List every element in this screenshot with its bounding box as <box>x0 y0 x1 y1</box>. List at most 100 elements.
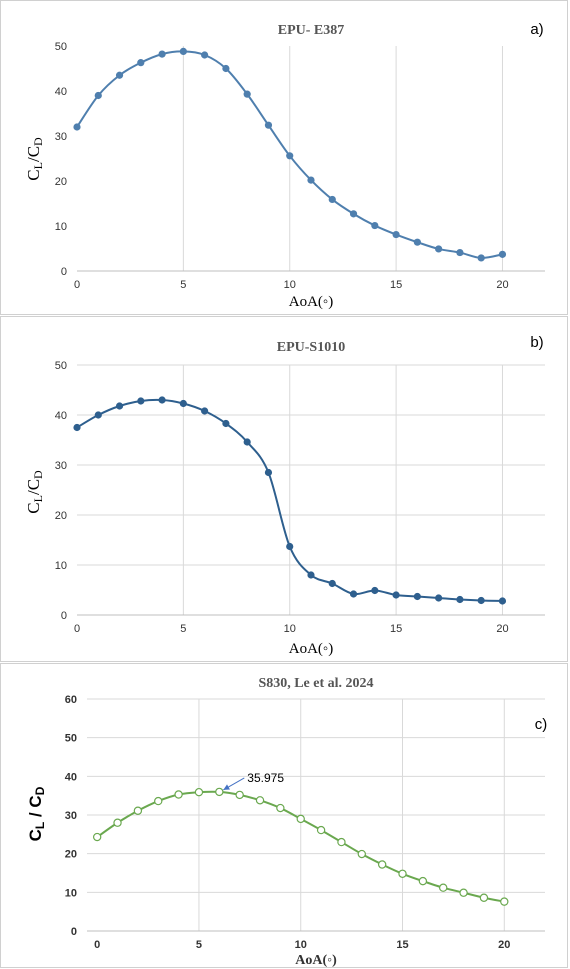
data-point <box>115 402 124 410</box>
data-point <box>174 790 183 799</box>
x-tick-label: 5 <box>180 279 186 291</box>
y-axis-label-subscript: L <box>31 162 45 169</box>
data-point <box>413 592 421 601</box>
panel-tag: a) <box>530 21 543 38</box>
x-axis-label: AoA(◦) <box>289 294 333 310</box>
data-point <box>307 571 315 579</box>
data-point <box>439 883 448 892</box>
data-point <box>201 407 209 415</box>
y-axis-label-part: / C <box>26 795 45 821</box>
chart-title: EPU- E387 <box>278 23 345 38</box>
data-point <box>255 796 265 805</box>
data-point <box>498 597 507 605</box>
data-point <box>392 591 400 599</box>
data-point <box>477 596 485 605</box>
data-point <box>137 397 145 405</box>
data-point <box>456 595 464 604</box>
y-tick-label: 50 <box>55 360 67 372</box>
x-axis-label: AoA(◦) <box>295 953 337 968</box>
data-point <box>154 796 163 806</box>
y-tick-label: 50 <box>55 41 67 53</box>
data-point <box>398 869 407 878</box>
y-tick-label: 10 <box>65 887 77 899</box>
y-tick-label: 50 <box>65 733 77 745</box>
x-tick-label: 20 <box>498 939 510 951</box>
data-point <box>479 893 489 902</box>
y-axis-label-part: /C <box>24 479 43 495</box>
chart-b-svg: 0 10 20 30 40 50 0 5 10 15 20 EPU-S1010 b) AoA(◦) CL/C… <box>24 334 545 657</box>
data-point <box>276 803 285 813</box>
y-axis-label-subscript: L <box>31 495 45 502</box>
data-point <box>337 837 346 847</box>
y-tick-label: 0 <box>61 266 67 278</box>
y-tick-label: 10 <box>55 221 67 233</box>
data-point <box>222 419 230 428</box>
data-point <box>73 123 81 131</box>
x-tick-label: 10 <box>295 939 307 951</box>
data-point <box>179 47 187 56</box>
data-point <box>264 468 273 477</box>
y-axis-label: CL/CD <box>24 137 45 181</box>
y-tick-label: 30 <box>55 460 67 472</box>
data-point <box>357 849 366 859</box>
y-axis-label: CL/CD <box>24 470 45 514</box>
data-point <box>73 423 81 432</box>
y-axis-label-subscript: L <box>33 822 47 829</box>
x-tick-label: 0 <box>74 623 80 635</box>
data-point <box>328 195 336 204</box>
chart-panel-b: 0 10 20 30 40 50 0 5 10 15 20 EPU-S1010 b) AoA(◦) CL/C… <box>0 316 568 662</box>
data-point <box>371 221 379 230</box>
chart-title: S830, Le et al. 2024 <box>258 676 373 691</box>
y-axis-label-part: C <box>24 502 43 513</box>
y-axis-label-part: C <box>24 169 43 180</box>
x-tick-label: 15 <box>396 939 408 951</box>
x-tick-label: 15 <box>390 623 402 635</box>
y-tick-label: 40 <box>55 86 67 98</box>
data-point <box>264 121 273 129</box>
y-tick-label: 30 <box>55 131 67 143</box>
chart-a-svg: 0 10 20 30 40 50 0 5 10 15 20 EPU- E387 a) AoA(◦) CL/C… <box>24 21 545 310</box>
y-tick-label: 60 <box>65 694 77 706</box>
data-point <box>94 411 102 419</box>
data-point <box>115 71 124 79</box>
x-tick-label: 15 <box>390 279 402 291</box>
data-point <box>243 438 251 446</box>
data-point <box>392 230 400 239</box>
x-tick-label: 5 <box>196 939 202 951</box>
data-point <box>286 542 294 551</box>
panel-tag: c) <box>535 716 548 733</box>
x-axis-label: AoA(◦) <box>289 641 333 657</box>
x-tick-label: 10 <box>284 623 296 635</box>
y-tick-label: 10 <box>55 560 67 572</box>
data-point <box>377 860 387 869</box>
data-point <box>349 210 358 218</box>
data-point <box>222 64 230 73</box>
y-tick-label: 30 <box>65 810 77 822</box>
x-tick-label: 5 <box>180 623 186 635</box>
y-tick-label: 0 <box>71 926 77 938</box>
chart-panel-c: 0 10 20 30 40 50 60 0 5 10 15 20 S830, Le et al. 202… <box>0 663 568 968</box>
x-tick-label: 0 <box>74 279 80 291</box>
x-tick-label: 0 <box>94 939 100 951</box>
chart-c-svg: 0 10 20 30 40 50 60 0 5 10 15 20 S830, Le et al. 202… <box>26 676 548 968</box>
data-point <box>371 586 379 595</box>
y-axis-label-part: C <box>26 829 45 841</box>
data-point <box>158 50 166 58</box>
data-point <box>243 90 251 98</box>
data-point <box>459 888 468 897</box>
y-tick-label: 0 <box>61 610 67 622</box>
x-tick-label: 20 <box>496 279 508 291</box>
data-point <box>113 818 122 827</box>
data-point <box>137 59 145 67</box>
data-point <box>500 897 509 906</box>
data-point <box>498 250 507 258</box>
chart-panel-a: 0 10 20 30 40 50 0 5 10 15 20 EPU- E387 a) AoA(◦) CL/C… <box>0 0 568 315</box>
y-tick-label: 40 <box>55 410 67 422</box>
data-point <box>296 814 305 824</box>
data-point <box>435 594 443 602</box>
y-axis-label-subscript: D <box>31 470 45 479</box>
data-point <box>435 245 443 253</box>
data-point <box>201 51 209 59</box>
data-point <box>158 396 166 404</box>
x-tick-label: 20 <box>496 623 508 635</box>
